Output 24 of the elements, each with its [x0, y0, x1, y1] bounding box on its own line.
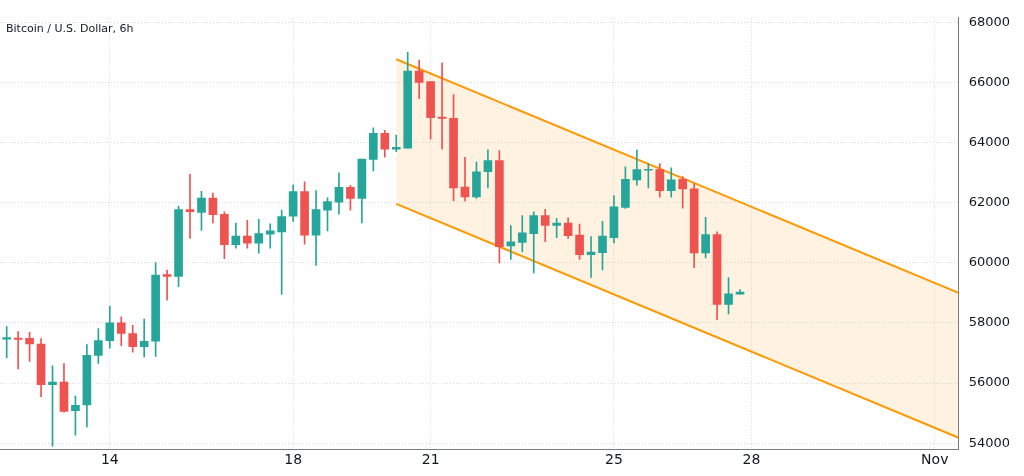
y-tick-label: 66000: [968, 73, 1010, 89]
x-tick-label: 14: [100, 451, 119, 468]
candlestick: [506, 225, 516, 260]
candlestick: [391, 134, 401, 152]
x-tick-label: 28: [742, 451, 761, 468]
y-tick-label: 54000: [968, 434, 1010, 450]
candlestick: [185, 174, 195, 239]
candlestick: [277, 209, 286, 295]
y-tick-label: 56000: [968, 374, 1010, 390]
y-tick-label: 60000: [968, 254, 1010, 270]
x-tick-label: 25: [605, 451, 623, 468]
y-tick-label: 68000: [968, 13, 1010, 29]
y-tick-label: 64000: [968, 133, 1010, 149]
candlestick: [265, 223, 275, 249]
candlestick: [162, 269, 172, 301]
chart-title: Bitcoin / U.S. Dollar, 6h: [6, 22, 134, 36]
candlestick: [644, 163, 653, 189]
candlestick: [2, 326, 12, 359]
y-tick-label: 62000: [968, 194, 1010, 210]
x-tick-label: 18: [284, 451, 303, 468]
candlestick: [139, 318, 149, 358]
y-tick-label: 58000: [968, 314, 1010, 330]
x-tick-label: 21: [421, 451, 440, 468]
x-tick-label: Nov: [921, 451, 949, 468]
